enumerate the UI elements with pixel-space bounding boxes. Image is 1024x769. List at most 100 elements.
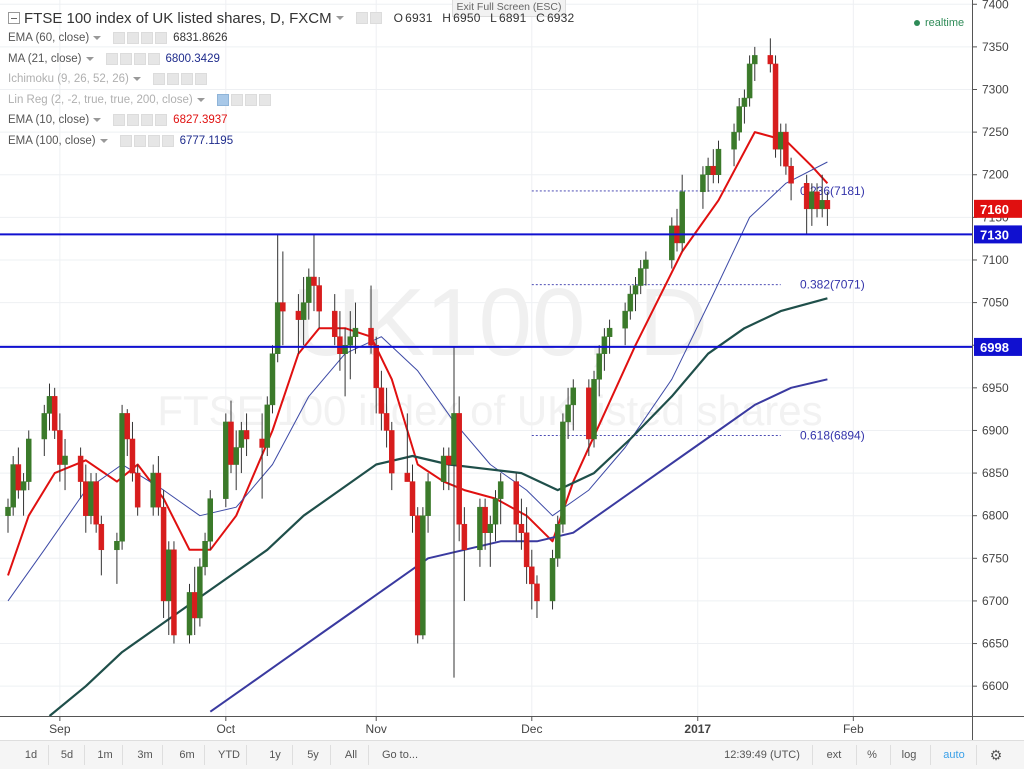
eye-icon[interactable] (355, 12, 368, 24)
candle-body (772, 63, 779, 150)
settings-icon[interactable] (127, 114, 140, 127)
candle-body (414, 515, 421, 636)
settings-icon[interactable] (166, 73, 179, 86)
candle-body (451, 413, 457, 465)
add-icon[interactable] (244, 93, 257, 106)
candle-body (570, 387, 577, 406)
range-button[interactable]: 1y (269, 749, 281, 761)
y-tick-label: 6850 (982, 466, 1009, 480)
settings-icon[interactable] (369, 12, 382, 24)
candle-body (352, 327, 359, 337)
range-button[interactable]: 1d (24, 749, 38, 761)
exit-fullscreen-button[interactable]: Exit Full Screen (ESC) (452, 0, 566, 17)
indicator-row[interactable]: Lin Reg (2, -2, true, true, 200, close) (8, 90, 574, 111)
close-icon[interactable] (155, 32, 168, 45)
candle-body (606, 327, 613, 337)
price-label-box (974, 225, 1022, 244)
close-icon[interactable] (155, 114, 168, 127)
candle-body (269, 353, 276, 406)
candle-body (20, 481, 27, 491)
chevron-down-icon[interactable] (132, 77, 141, 82)
candle-body (207, 498, 214, 542)
candle-body (25, 438, 32, 482)
indicator-name: Lin Reg (2, -2, true, true, 200, close) (8, 93, 193, 106)
indicator-row[interactable]: EMA (100, close) 6777.1195 (8, 131, 574, 152)
indicator-row[interactable]: EMA (10, close) 6827.3937 (8, 110, 574, 131)
candlestick-chart[interactable]: UK100, D FTSE 100 index of UK listed sha… (0, 0, 1024, 740)
bottom-toolbar: 1d 5d 1m 3m 6m YTD 1y 5y All Go to... 12:39:49 (… (0, 740, 1024, 769)
eye-icon[interactable] (105, 52, 118, 65)
candle-body (777, 131, 784, 150)
price-label-box (974, 199, 1022, 218)
indicator-name: EMA (60, close) (8, 32, 90, 45)
indicator-value: 6827.3937 (173, 114, 228, 127)
candle-body (746, 63, 753, 99)
log-toggle[interactable]: log (901, 749, 917, 761)
y-tick-label: 6750 (982, 551, 1009, 565)
indicator-name: MA (21, close) (8, 52, 82, 65)
candle-body (482, 506, 488, 533)
eye-icon[interactable] (152, 73, 165, 86)
price-label-box (974, 337, 1022, 356)
add-icon[interactable] (133, 52, 146, 65)
candle-body (88, 481, 94, 516)
range-button[interactable]: 1m (97, 749, 113, 761)
ext-toggle[interactable]: ext (826, 749, 842, 761)
goto-button[interactable]: Go to... (381, 749, 419, 761)
chevron-down-icon[interactable] (335, 16, 344, 20)
indicator-row[interactable]: Ichimoku (9, 26, 52, 26) (8, 69, 574, 90)
candle-body (700, 174, 706, 193)
close-icon[interactable] (258, 93, 271, 106)
eye-icon[interactable] (113, 114, 126, 127)
range-button[interactable]: All (344, 749, 358, 761)
close-icon[interactable] (194, 73, 207, 86)
x-tick-label: Dec (521, 722, 542, 736)
chevron-down-icon[interactable] (85, 56, 94, 61)
candle-body (347, 336, 354, 346)
candle-body (342, 344, 348, 354)
add-icon[interactable] (147, 134, 160, 147)
settings-icon[interactable] (119, 52, 132, 65)
candle-body (331, 310, 338, 337)
add-icon[interactable] (180, 73, 193, 86)
eye-icon[interactable] (216, 93, 229, 106)
eye-icon[interactable] (113, 32, 126, 45)
close-icon[interactable] (161, 134, 174, 147)
candle-body (752, 55, 758, 65)
range-button[interactable]: 6m (179, 749, 195, 761)
settings-icon[interactable] (230, 93, 243, 106)
gear-icon[interactable]: ⚙ (989, 747, 1003, 763)
y-tick-label: 7100 (982, 253, 1009, 267)
candle-body (679, 191, 685, 244)
settings-icon[interactable] (133, 134, 146, 147)
indicator-series-line (7, 161, 828, 602)
candle-body (228, 421, 234, 465)
eye-icon[interactable] (119, 134, 132, 147)
collapse-legend-icon[interactable] (8, 12, 20, 24)
auto-toggle[interactable]: auto (943, 749, 965, 761)
candle-body (705, 165, 711, 175)
range-button[interactable]: YTD (218, 749, 240, 761)
range-button[interactable]: 5y (307, 749, 319, 761)
range-button[interactable]: 5d (60, 749, 74, 761)
chevron-down-icon[interactable] (93, 36, 102, 41)
range-button[interactable]: 3m (137, 749, 153, 761)
candle-body (155, 472, 162, 508)
add-icon[interactable] (141, 32, 154, 45)
candle-body (632, 285, 639, 295)
candle-body (46, 396, 53, 414)
candle-body (492, 498, 499, 525)
indicator-row[interactable]: EMA (60, close) 6831.8626 (8, 28, 574, 49)
chevron-down-icon[interactable] (196, 97, 205, 102)
add-icon[interactable] (141, 114, 154, 127)
close-icon[interactable] (147, 52, 160, 65)
candle-body (446, 455, 452, 465)
y-tick-label: 6650 (982, 637, 1009, 651)
candle-body (119, 413, 125, 542)
chevron-down-icon[interactable] (93, 118, 102, 123)
percent-toggle[interactable]: % (867, 749, 877, 761)
chevron-down-icon[interactable] (99, 138, 108, 143)
candle-body (814, 191, 820, 210)
indicator-row[interactable]: MA (21, close) 6800.3429 (8, 49, 574, 70)
settings-icon[interactable] (127, 32, 140, 45)
